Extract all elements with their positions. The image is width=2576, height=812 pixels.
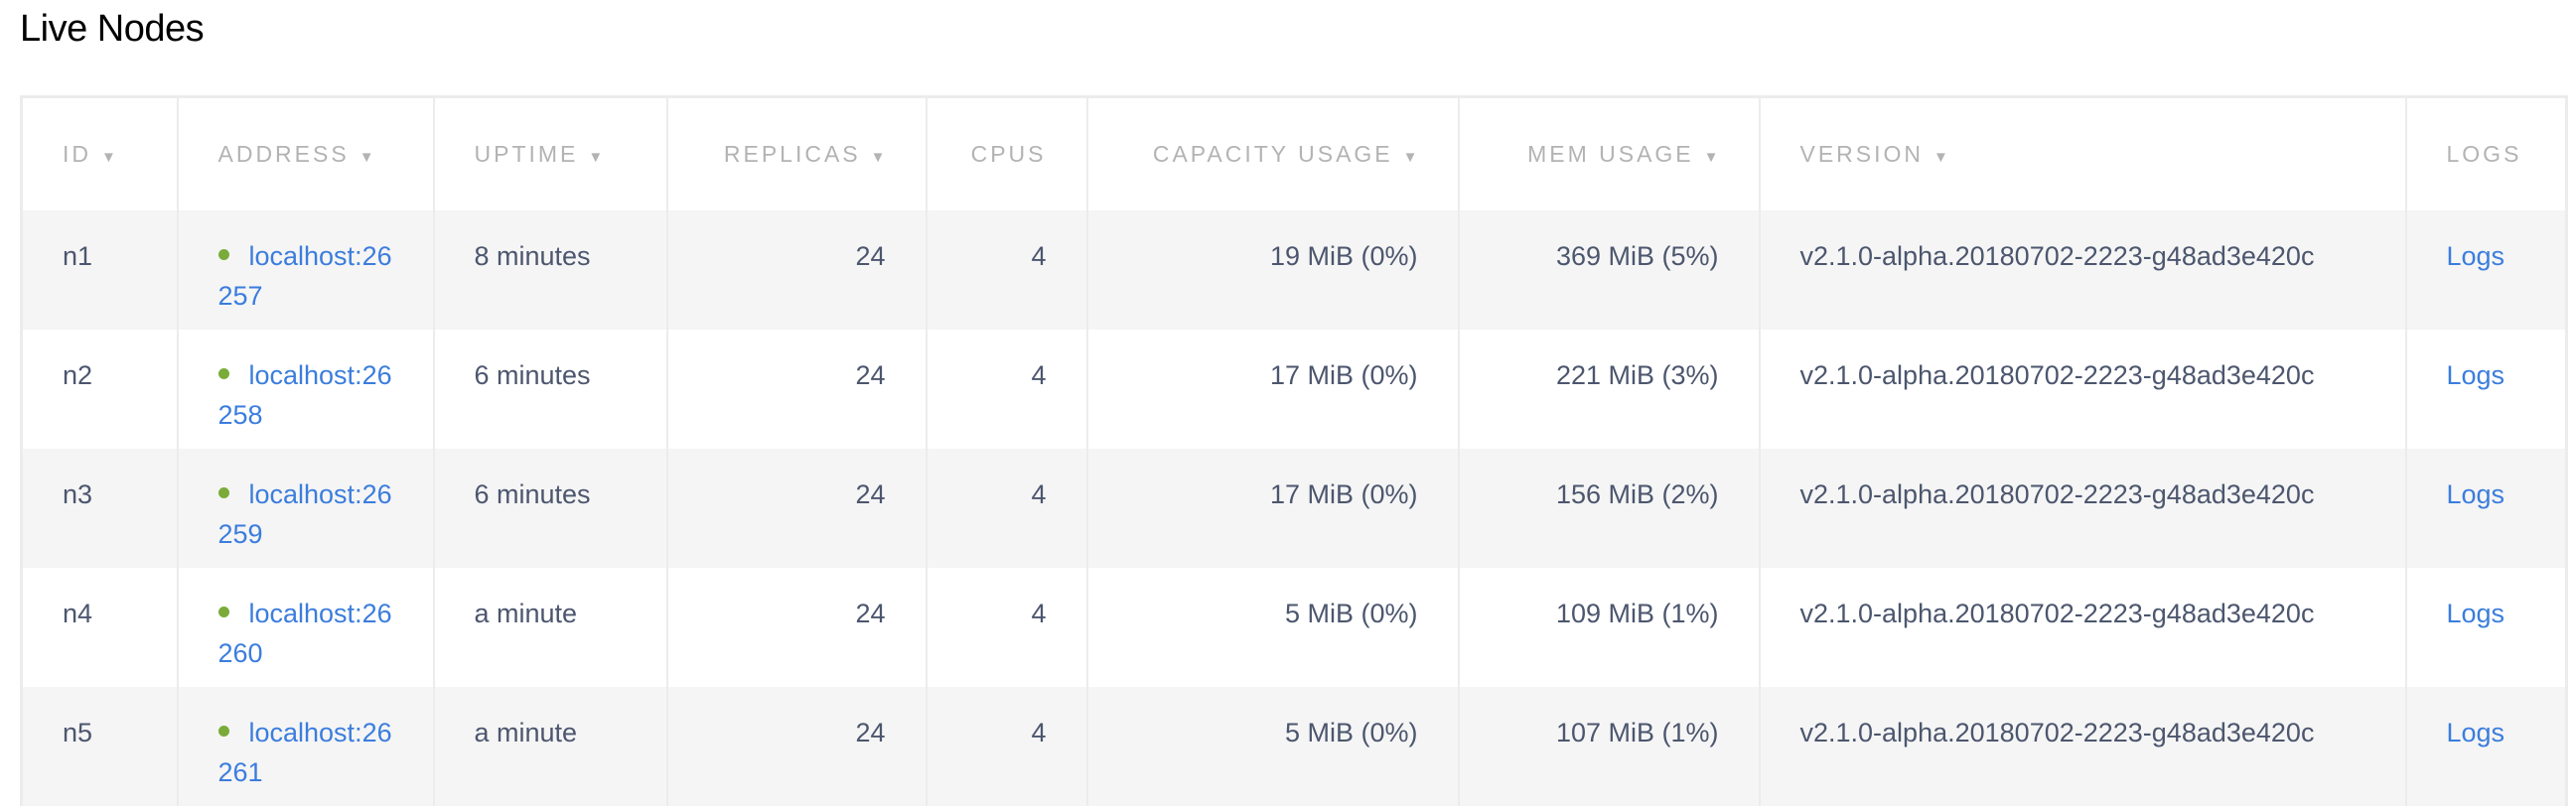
node-address-link[interactable]: localhost:26261 bbox=[217, 717, 392, 787]
table-header-row: ID ▼ ADDRESS ▼ UPTIME ▼ REPLICAS ▼ CPUS CAPACITY … bbox=[20, 96, 2568, 210]
page-title: Live Nodes bbox=[20, 8, 205, 50]
table-row: n4 localhost:26260 a minute 24 4 5 MiB (0%) 10… bbox=[20, 567, 2568, 687]
column-header-label: ID bbox=[63, 140, 91, 167]
cell-cpus: 4 bbox=[925, 567, 1088, 687]
logs-link[interactable]: Logs bbox=[2446, 240, 2505, 271]
cell-logs: Logs bbox=[2404, 448, 2568, 568]
cell-address: localhost:26257 bbox=[176, 209, 435, 330]
table-row: n2 localhost:26258 6 minutes 24 4 17 MiB (0%)… bbox=[20, 329, 2568, 449]
status-live-icon bbox=[217, 486, 229, 498]
cell-capacity: 19 MiB (0%) bbox=[1085, 209, 1460, 330]
cell-mem: 369 MiB (5%) bbox=[1457, 209, 1761, 330]
node-address-link[interactable]: localhost:26260 bbox=[217, 598, 392, 668]
column-header-label: LOGS bbox=[2446, 140, 2522, 167]
cell-id: n4 bbox=[20, 567, 179, 687]
cell-capacity: 17 MiB (0%) bbox=[1085, 329, 1460, 449]
caret-down-icon[interactable]: ▼ bbox=[1402, 148, 1418, 166]
column-header-capacity[interactable]: CAPACITY USAGE ▼ bbox=[1085, 96, 1460, 210]
column-header-label: ADDRESS bbox=[217, 140, 350, 167]
status-live-icon bbox=[217, 725, 229, 737]
node-address-link[interactable]: localhost:26258 bbox=[217, 359, 392, 430]
column-header-label: CPUS bbox=[970, 140, 1047, 167]
cell-id: n1 bbox=[20, 209, 179, 330]
cell-mem: 221 MiB (3%) bbox=[1457, 329, 1761, 449]
status-live-icon bbox=[217, 248, 229, 260]
column-header-replicas[interactable]: REPLICAS ▼ bbox=[665, 96, 928, 210]
column-header-label: VERSION bbox=[1799, 140, 1925, 167]
cell-version: v2.1.0-alpha.20180702-2223-g48ad3e420c bbox=[1758, 686, 2407, 806]
column-header-logs: LOGS bbox=[2404, 96, 2568, 210]
status-live-icon bbox=[217, 367, 229, 379]
cell-cpus: 4 bbox=[925, 209, 1088, 330]
cell-logs: Logs bbox=[2404, 209, 2568, 330]
cell-uptime: 8 minutes bbox=[432, 209, 668, 330]
cell-replicas: 24 bbox=[665, 567, 928, 687]
cell-version: v2.1.0-alpha.20180702-2223-g48ad3e420c bbox=[1758, 329, 2407, 449]
cell-cpus: 4 bbox=[925, 448, 1088, 568]
cell-uptime: 6 minutes bbox=[432, 329, 668, 449]
caret-down-icon[interactable]: ▼ bbox=[588, 148, 604, 166]
logs-link[interactable]: Logs bbox=[2446, 598, 2505, 628]
cell-id: n2 bbox=[20, 329, 179, 449]
node-address-link[interactable]: localhost:26259 bbox=[217, 478, 392, 549]
cell-uptime: a minute bbox=[432, 686, 668, 806]
cell-replicas: 24 bbox=[665, 448, 928, 568]
cell-address: localhost:26261 bbox=[176, 686, 435, 806]
cell-replicas: 24 bbox=[665, 686, 928, 806]
cell-capacity: 5 MiB (0%) bbox=[1085, 567, 1460, 687]
caret-down-icon[interactable]: ▼ bbox=[1933, 148, 1948, 166]
node-address-link[interactable]: localhost:26257 bbox=[217, 240, 392, 311]
cell-capacity: 5 MiB (0%) bbox=[1085, 686, 1460, 806]
table-row: n3 localhost:26259 6 minutes 24 4 17 MiB (0%)… bbox=[20, 448, 2568, 568]
table-row: n5 localhost:26261 a minute 24 4 5 MiB (0%) 10… bbox=[20, 686, 2568, 806]
cell-replicas: 24 bbox=[665, 329, 928, 449]
live-nodes-table: ID ▼ ADDRESS ▼ UPTIME ▼ REPLICAS ▼ CPUS CAPACITY … bbox=[20, 95, 2568, 806]
column-header-label: REPLICAS bbox=[723, 140, 861, 167]
column-header-label: UPTIME bbox=[474, 140, 579, 167]
cell-cpus: 4 bbox=[925, 686, 1088, 806]
cell-replicas: 24 bbox=[665, 209, 928, 330]
column-header-cpus: CPUS bbox=[925, 96, 1088, 210]
column-header-mem[interactable]: MEM USAGE ▼ bbox=[1457, 96, 1761, 210]
column-header-label: MEM USAGE bbox=[1527, 140, 1694, 167]
logs-link[interactable]: Logs bbox=[2446, 359, 2505, 390]
cell-id: n3 bbox=[20, 448, 179, 568]
caret-down-icon[interactable]: ▼ bbox=[358, 148, 374, 166]
cell-logs: Logs bbox=[2404, 567, 2568, 687]
cell-mem: 156 MiB (2%) bbox=[1457, 448, 1761, 568]
status-live-icon bbox=[217, 606, 229, 617]
cell-logs: Logs bbox=[2404, 686, 2568, 806]
cell-mem: 109 MiB (1%) bbox=[1457, 567, 1761, 687]
column-header-label: CAPACITY USAGE bbox=[1152, 140, 1393, 167]
cell-address: localhost:26260 bbox=[176, 567, 435, 687]
cell-id: n5 bbox=[20, 686, 179, 806]
column-header-version[interactable]: VERSION ▼ bbox=[1758, 96, 2407, 210]
cell-logs: Logs bbox=[2404, 329, 2568, 449]
column-header-uptime[interactable]: UPTIME ▼ bbox=[432, 96, 668, 210]
cell-uptime: a minute bbox=[432, 567, 668, 687]
logs-link[interactable]: Logs bbox=[2446, 478, 2505, 509]
cell-capacity: 17 MiB (0%) bbox=[1085, 448, 1460, 568]
caret-down-icon[interactable]: ▼ bbox=[1703, 148, 1719, 166]
cell-version: v2.1.0-alpha.20180702-2223-g48ad3e420c bbox=[1758, 448, 2407, 568]
cell-cpus: 4 bbox=[925, 329, 1088, 449]
column-header-id[interactable]: ID ▼ bbox=[20, 96, 179, 210]
logs-link[interactable]: Logs bbox=[2446, 717, 2505, 747]
caret-down-icon[interactable]: ▼ bbox=[870, 148, 886, 166]
column-header-address[interactable]: ADDRESS ▼ bbox=[176, 96, 435, 210]
cell-version: v2.1.0-alpha.20180702-2223-g48ad3e420c bbox=[1758, 209, 2407, 330]
cell-address: localhost:26259 bbox=[176, 448, 435, 568]
cell-address: localhost:26258 bbox=[176, 329, 435, 449]
caret-down-icon[interactable]: ▼ bbox=[101, 148, 116, 166]
cell-uptime: 6 minutes bbox=[432, 448, 668, 568]
cell-version: v2.1.0-alpha.20180702-2223-g48ad3e420c bbox=[1758, 567, 2407, 687]
cell-mem: 107 MiB (1%) bbox=[1457, 686, 1761, 806]
table-row: n1 localhost:26257 8 minutes 24 4 19 MiB (0%)… bbox=[20, 209, 2568, 330]
